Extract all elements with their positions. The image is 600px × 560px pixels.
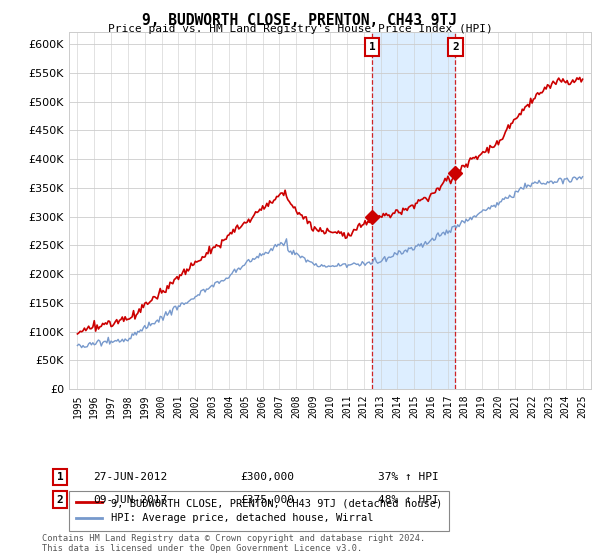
Text: 09-JUN-2017: 09-JUN-2017 (93, 494, 167, 505)
Text: Contains HM Land Registry data © Crown copyright and database right 2024.
This d: Contains HM Land Registry data © Crown c… (42, 534, 425, 553)
Text: 2: 2 (56, 494, 64, 505)
Text: 1: 1 (368, 42, 376, 52)
Text: 1: 1 (56, 472, 64, 482)
Text: £375,000: £375,000 (240, 494, 294, 505)
Text: £300,000: £300,000 (240, 472, 294, 482)
Bar (372, 32, 455, 389)
Text: 27-JUN-2012: 27-JUN-2012 (93, 472, 167, 482)
Text: 48% ↑ HPI: 48% ↑ HPI (378, 494, 439, 505)
Text: Price paid vs. HM Land Registry's House Price Index (HPI): Price paid vs. HM Land Registry's House … (107, 24, 493, 34)
Text: 37% ↑ HPI: 37% ↑ HPI (378, 472, 439, 482)
Text: 9, BUDWORTH CLOSE, PRENTON, CH43 9TJ: 9, BUDWORTH CLOSE, PRENTON, CH43 9TJ (143, 13, 458, 28)
Legend: 9, BUDWORTH CLOSE, PRENTON, CH43 9TJ (detached house), HPI: Average price, detac: 9, BUDWORTH CLOSE, PRENTON, CH43 9TJ (de… (69, 491, 449, 530)
Text: 2: 2 (452, 42, 458, 52)
